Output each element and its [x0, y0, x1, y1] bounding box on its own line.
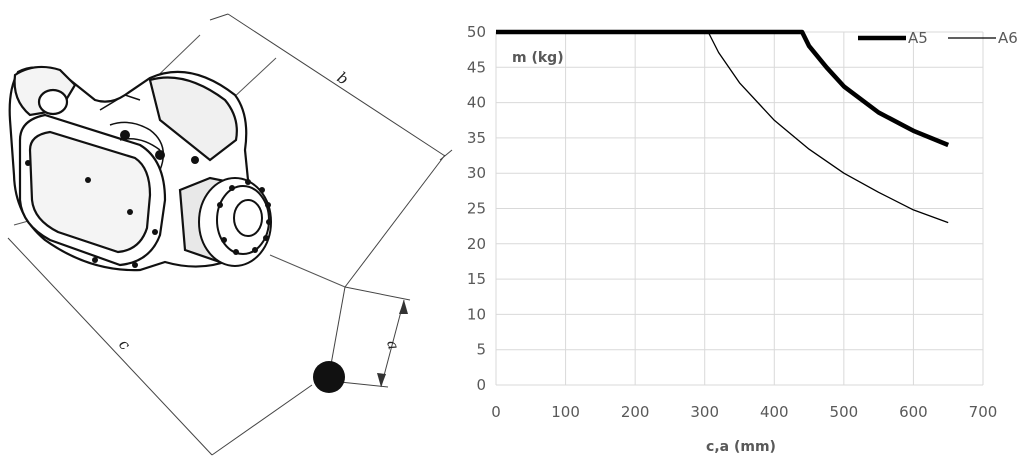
payload-chart: 0 100 200 300 400 500 600 700 0 5 10 15 20 25 30 35 40 4…: [467, 23, 1018, 455]
chart-series: [496, 29, 950, 224]
y-tick-label: 45: [467, 58, 486, 76]
x-tick-label: 500: [830, 403, 859, 421]
y-tick-label: 10: [467, 305, 486, 323]
y-tick-label: 15: [467, 270, 486, 288]
x-tick-label: 300: [690, 403, 719, 421]
y-tick-label: 0: [476, 376, 486, 394]
series-line-a6: [496, 31, 949, 224]
y-tick-label: 5: [476, 341, 486, 359]
x-tick-label: 100: [551, 403, 580, 421]
y-tick-label: 40: [467, 94, 486, 112]
chart-legend: A5 A6: [858, 29, 1018, 47]
y-tick-label: 50: [467, 23, 486, 41]
series-line-a5: [496, 29, 950, 148]
x-tick-label: 0: [491, 403, 501, 421]
legend-label-a5: A5: [908, 29, 928, 47]
y-tick-label: 25: [467, 200, 486, 218]
y-tick-label: 30: [467, 164, 486, 182]
x-tick-label: 400: [760, 403, 789, 421]
x-axis-label: c,a (mm): [706, 439, 776, 455]
x-tick-labels: 0 100 200 300 400 500 600 700: [491, 403, 997, 421]
legend-label-a6: A6: [998, 29, 1018, 47]
y-tick-label: 35: [467, 129, 486, 147]
y-tick-label: 20: [467, 235, 486, 253]
chart-grid: [495, 31, 984, 386]
dimension-label-a: a: [383, 338, 403, 351]
y-tick-labels: 0 5 10 15 20 25 30 35 40 45 50: [467, 23, 486, 394]
dimension-label-c: c: [115, 335, 134, 354]
x-tick-label: 200: [621, 403, 650, 421]
payload-sphere-icon: [313, 361, 345, 393]
y-axis-label: m (kg): [512, 50, 564, 66]
x-tick-label: 700: [969, 403, 998, 421]
robot-wrist-illustration: b c a: [7, 13, 453, 456]
x-tick-label: 600: [899, 403, 928, 421]
